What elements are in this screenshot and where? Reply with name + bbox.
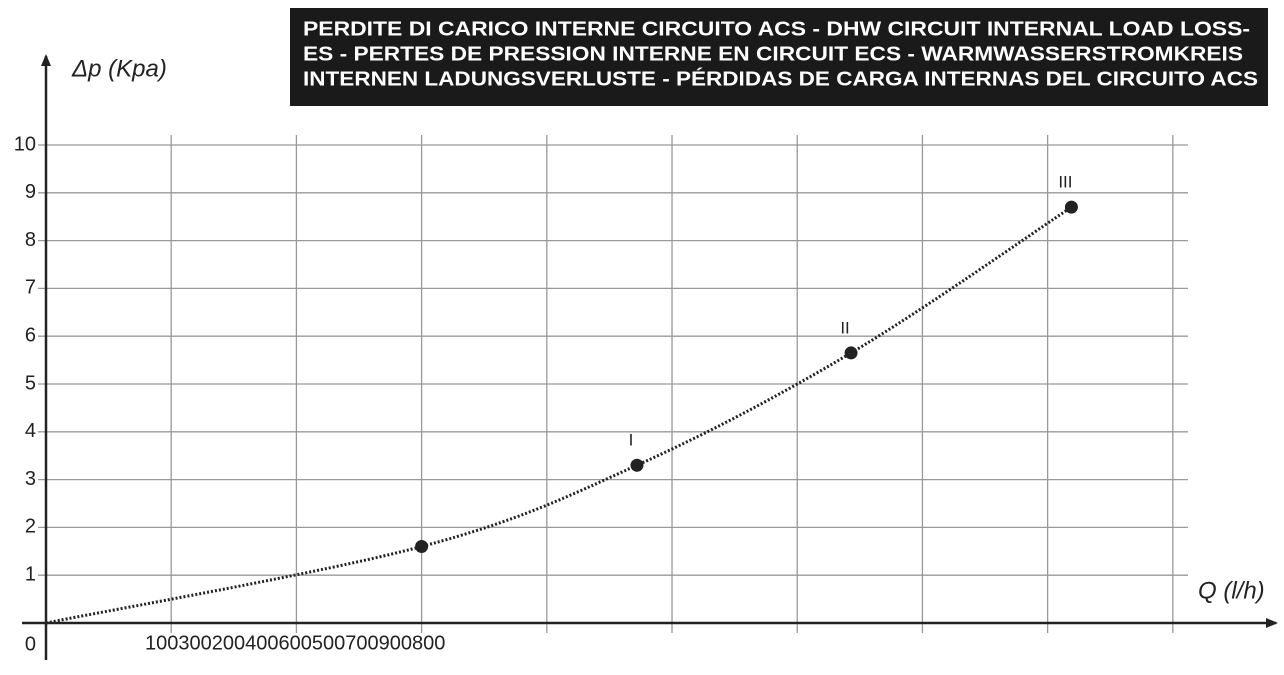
y-tick-label: 1	[25, 563, 36, 585]
chart-title: INTERNEN LADUNGSVERLUSTE - PÉRDIDAS DE C…	[303, 67, 1258, 90]
point-label: I	[629, 431, 634, 450]
y-tick-label: 3	[25, 468, 36, 490]
y-tick-label: 0	[25, 633, 36, 655]
x-tick-labels: 100300200400600500700900800	[145, 632, 445, 654]
point	[1064, 200, 1078, 214]
point	[415, 540, 429, 554]
point-label: II	[840, 318, 849, 337]
title-box	[290, 8, 1268, 106]
y-tick-label: 4	[25, 420, 36, 442]
chart-title: PERDITE DI CARICO INTERNE CIRCUITO ACS -…	[303, 18, 1250, 40]
chart-title: ES - PERTES DE PRESSION INTERNE EN CIRCU…	[303, 43, 1243, 65]
y-tick-label: 7	[25, 277, 36, 299]
y-axis-label: Δp (Kpa)	[71, 55, 167, 82]
y-tick-label: 2	[25, 516, 36, 538]
y-tick-label: 6	[25, 324, 36, 346]
y-tick-label: 8	[25, 229, 36, 251]
point	[844, 346, 858, 360]
y-tick-label: 9	[25, 181, 36, 203]
point-label: III	[1058, 173, 1072, 192]
y-tick-label: 10	[14, 133, 36, 155]
curve	[45, 205, 1073, 625]
point	[630, 458, 644, 472]
x-axis-label: Q (l/h)	[1198, 577, 1265, 604]
y-tick-label: 5	[25, 372, 36, 394]
